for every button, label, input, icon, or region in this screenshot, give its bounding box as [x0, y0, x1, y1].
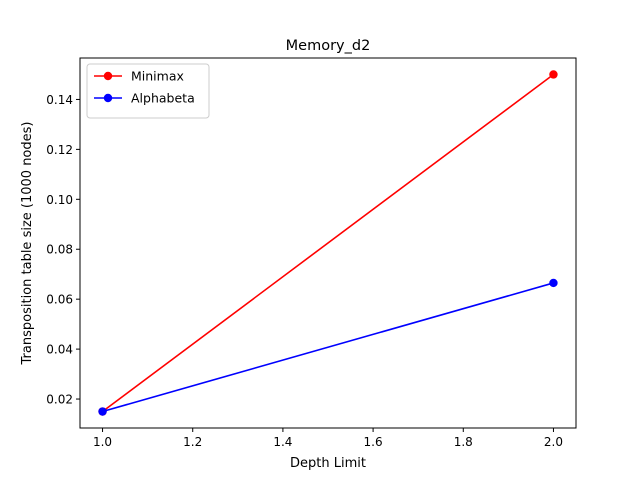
data-point-minimax — [549, 70, 558, 79]
legend: Minimax Alphabeta — [86, 63, 210, 119]
plot-area-frame — [79, 57, 577, 429]
series-line-alphabeta — [102, 282, 554, 413]
data-point-alphabeta — [98, 407, 107, 416]
x-axis-label: Depth Limit — [290, 456, 366, 471]
y-tick-label: 0.10 — [46, 193, 73, 207]
x-tick-label: 1.2 — [183, 435, 202, 449]
x-tick-label: 2.0 — [544, 435, 563, 449]
legend-label-alphabeta: Alphabeta — [131, 91, 195, 106]
y-tick-label: 0.14 — [46, 93, 73, 107]
y-axis-ticks: 0.02 0.04 0.06 0.08 0.10 0.12 0.14 — [46, 93, 80, 407]
legend-box — [86, 63, 210, 119]
x-tick-label: 1.6 — [364, 435, 383, 449]
y-tick-label: 0.02 — [46, 393, 73, 407]
y-tick-label: 0.08 — [46, 243, 73, 257]
y-tick-label: 0.06 — [46, 293, 73, 307]
chart-title: Memory_d2 — [286, 38, 371, 54]
y-tick-label: 0.04 — [46, 343, 73, 357]
series-layer — [98, 70, 558, 416]
x-tick-label: 1.4 — [273, 435, 292, 449]
legend-marker-alphabeta — [103, 93, 113, 103]
x-tick-label: 1.0 — [93, 435, 112, 449]
data-point-alphabeta — [549, 278, 558, 288]
x-axis-ticks: 1.0 1.2 1.4 1.6 1.8 2.0 — [93, 428, 563, 449]
y-axis-label: Transposition table size (1000 nodes) — [20, 122, 35, 366]
x-tick-label: 1.8 — [454, 435, 473, 449]
y-tick-label: 0.12 — [46, 143, 73, 157]
legend-label-minimax: Minimax — [131, 69, 184, 84]
series-line-minimax — [102, 73, 554, 413]
legend-marker-minimax — [103, 71, 113, 81]
